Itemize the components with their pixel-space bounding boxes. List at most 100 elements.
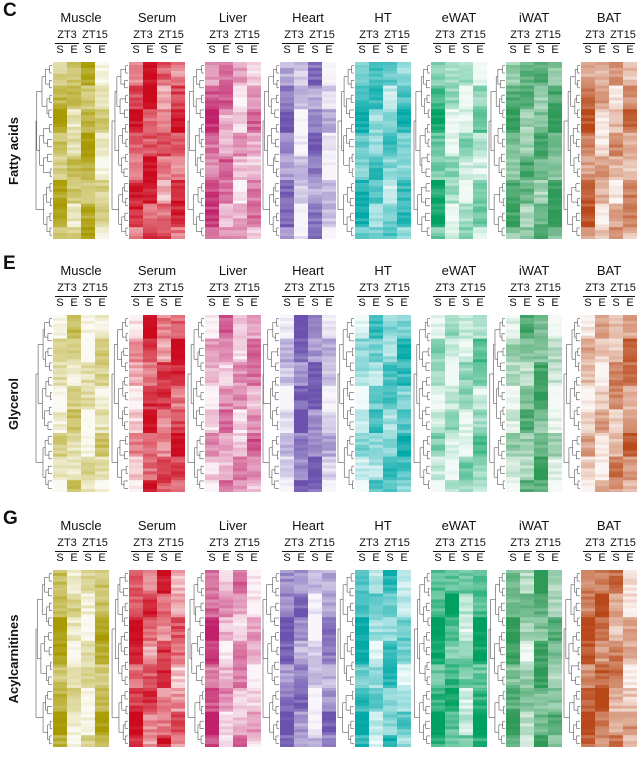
heatmap-cell (53, 435, 67, 440)
heatmap-cell (67, 341, 81, 345)
heatmap-cell (581, 67, 595, 72)
heatmap-cell (459, 97, 473, 101)
heatmap-cell (445, 197, 459, 202)
heatmap-cell (595, 388, 609, 393)
heatmap-cell (171, 135, 185, 140)
heatmap-cell (280, 147, 294, 151)
heatmap-cell (280, 188, 294, 193)
heatmap-cell (459, 109, 473, 113)
heatmap-cell (473, 315, 487, 319)
heatmap-cell (81, 353, 95, 357)
heatmap-cell (595, 406, 609, 410)
heatmap-cell (534, 323, 548, 328)
heatmap-cell (247, 362, 261, 366)
heatmap-cell (445, 412, 459, 416)
heatmap-cell (581, 212, 595, 216)
heatmap-cell (233, 203, 247, 207)
heatmap-cell (548, 212, 562, 216)
heatmap-cell (355, 483, 369, 487)
heatmap-cell (581, 97, 595, 101)
heatmap-cell (534, 203, 548, 207)
heatmap-cell (171, 347, 185, 351)
heatmap-cell (595, 94, 609, 98)
heatmap-cell (171, 132, 185, 137)
heatmap-cell (581, 397, 595, 401)
heatmap-cell (219, 320, 233, 325)
heatmap-cell (95, 212, 109, 216)
heatmap-cell (355, 165, 369, 169)
heatmap-cell (171, 335, 185, 339)
heatmap-cell (369, 320, 383, 325)
heatmap-cell (247, 103, 261, 107)
heatmap-cell (581, 132, 595, 137)
heatmap-cell (581, 338, 595, 342)
heatmap-cell (143, 126, 157, 131)
heatmap-cell (308, 126, 322, 131)
heatmap-cell (581, 424, 595, 428)
heatmap-cell (459, 138, 473, 143)
heatmap-cell (67, 121, 81, 125)
heatmap-cell (143, 67, 157, 72)
heatmap-cell (369, 123, 383, 128)
heatmap-cell (609, 427, 623, 431)
heatmap-cell (520, 315, 534, 319)
heatmap-cell (308, 132, 322, 137)
heatmap-cell (67, 424, 81, 428)
heatmap-cell (157, 218, 171, 222)
heatmap-cell (397, 356, 411, 360)
heatmap-cell (445, 323, 459, 328)
heatmap-cell (157, 480, 171, 484)
heatmap-cell (445, 453, 459, 457)
heatmap-cell (143, 403, 157, 407)
heatmap-cell (459, 350, 473, 354)
heatmap-cell (233, 397, 247, 401)
heatmap-cell (129, 194, 143, 199)
heatmap-cell (445, 365, 459, 369)
heatmap-cell (294, 406, 308, 410)
heatmap-cell (581, 112, 595, 116)
heatmap-cell (219, 150, 233, 154)
timepoint-bar (536, 43, 560, 44)
heatmap-cell (548, 435, 562, 440)
heatmap-cell (581, 174, 595, 178)
heatmap-cell (459, 174, 473, 178)
heatmap-cell (520, 94, 534, 98)
heatmap-cell (548, 177, 562, 181)
heatmap-cell (609, 85, 623, 89)
heatmap-cell (219, 359, 233, 363)
heatmap-cell (355, 444, 369, 449)
heatmap-cell (431, 468, 445, 472)
heatmap-cell (369, 486, 383, 490)
heatmap-cell (53, 67, 67, 72)
heatmap-cell (81, 188, 95, 193)
heatmap-cell (95, 427, 109, 431)
heatmap-cell (129, 382, 143, 387)
heatmap-cell (308, 486, 322, 490)
heatmap-cell (53, 174, 67, 178)
heatmap-cell (129, 79, 143, 84)
heatmap-cell (81, 162, 95, 166)
heatmap-cell (219, 177, 233, 181)
heatmap-cell (520, 62, 534, 66)
heatmap-cell (383, 441, 397, 446)
heatmap-cell (581, 418, 595, 422)
heatmap-cell (308, 221, 322, 225)
heatmap-cell (369, 353, 383, 357)
heatmap-cell (506, 427, 520, 431)
heatmap-cell (81, 100, 95, 104)
heatmap-cell (520, 123, 534, 128)
heatmap-cell (157, 379, 171, 384)
heatmap-cell (431, 421, 445, 425)
heatmap-cell (157, 418, 171, 422)
heatmap-cell (53, 91, 67, 95)
heatmap-cell (322, 335, 336, 339)
heatmap-cell (431, 62, 445, 66)
heatmap-cell (369, 62, 383, 66)
heatmap-cell (143, 197, 157, 202)
heatmap-cell (67, 450, 81, 455)
heatmap-cell (506, 227, 520, 231)
heatmap-cell (369, 138, 383, 143)
heatmap-cell (129, 218, 143, 222)
heatmap-cell (67, 94, 81, 98)
heatmap-cell (623, 418, 637, 422)
